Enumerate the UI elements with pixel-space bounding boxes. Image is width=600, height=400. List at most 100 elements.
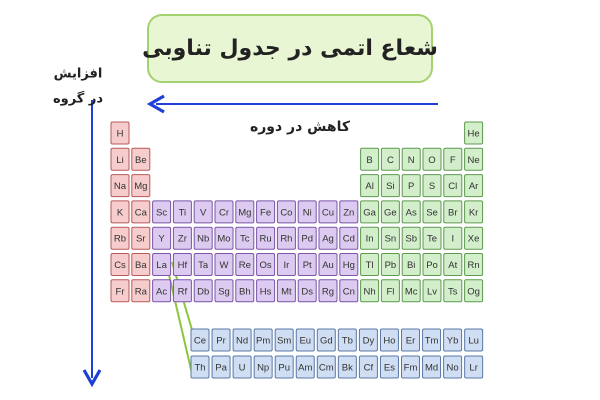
element-symbol: Nd	[236, 336, 248, 347]
element-cell	[235, 226, 255, 250]
period-label: کاهش در دوره	[250, 119, 351, 135]
element-symbol: Sm	[277, 336, 291, 347]
element-symbol: Og	[467, 286, 480, 297]
element-cell	[214, 279, 234, 303]
element-cell	[339, 200, 359, 224]
element-cell	[110, 147, 130, 171]
element-cell	[214, 253, 234, 276]
element-symbol: Pb	[385, 260, 397, 271]
element-symbol: Mc	[405, 286, 418, 297]
element-symbol: Sb	[405, 234, 417, 245]
element-cell	[295, 355, 315, 379]
element-symbol: Ba	[135, 260, 147, 271]
element-cell	[443, 147, 463, 171]
element-symbol: Ta	[198, 260, 209, 271]
element-cell	[464, 147, 484, 171]
element-symbol: Tm	[425, 336, 439, 347]
element-symbol: Ra	[135, 286, 148, 297]
element-symbol: W	[220, 260, 229, 271]
element-symbol: Be	[135, 155, 147, 166]
element-symbol: Os	[260, 260, 272, 271]
element-symbol: B	[366, 155, 372, 166]
element-symbol: Lv	[427, 286, 437, 297]
element-cell	[379, 355, 399, 379]
element-cell	[401, 328, 420, 352]
element-cell	[380, 174, 400, 198]
element-symbol: Ds	[301, 286, 313, 297]
element-cell	[339, 226, 359, 250]
element-cell	[401, 253, 421, 276]
element-cell	[256, 279, 276, 303]
element-cell	[110, 279, 130, 303]
element-cell	[360, 174, 380, 198]
element-symbol: Es	[384, 363, 395, 374]
element-cell	[443, 174, 463, 198]
element-symbol: Pr	[216, 336, 226, 347]
element-symbol: Tc	[240, 234, 250, 245]
element-symbol: Fr	[116, 286, 125, 297]
element-cell	[232, 328, 252, 352]
element-symbol: H	[117, 129, 124, 140]
element-cell	[337, 328, 357, 352]
element-symbol: Ru	[260, 234, 272, 245]
element-cell	[422, 279, 442, 303]
element-symbol: Bi	[407, 260, 415, 271]
element-symbol: Eu	[299, 336, 311, 347]
element-symbol: Cr	[219, 207, 229, 218]
element-symbol: Cs	[114, 260, 126, 271]
element-cell	[443, 200, 463, 224]
element-symbol: Kr	[469, 207, 479, 218]
element-cell	[232, 355, 252, 379]
element-cell	[318, 200, 338, 224]
element-symbol: Tl	[366, 260, 374, 271]
element-symbol: Fl	[386, 286, 394, 297]
element-symbol: Br	[448, 207, 458, 218]
element-symbol: Sn	[385, 234, 397, 245]
element-symbol: Ho	[383, 336, 395, 347]
element-symbol: Mg	[134, 181, 147, 192]
element-symbol: Ce	[194, 336, 206, 347]
element-cell	[110, 174, 130, 198]
title: شعاع اتمی در جدول تناوبی	[142, 36, 438, 61]
element-cell	[152, 200, 172, 224]
element-symbol: Pa	[215, 363, 227, 374]
element-symbol: Cl	[448, 181, 457, 192]
element-symbol: Te	[427, 234, 437, 245]
element-symbol: Lr	[469, 363, 477, 374]
element-cell	[360, 226, 380, 250]
element-symbol: V	[200, 207, 207, 218]
element-cell	[360, 200, 380, 224]
element-cell	[276, 253, 296, 276]
element-cell	[380, 200, 400, 224]
element-cell	[276, 200, 296, 224]
element-symbol: Tb	[342, 336, 353, 347]
element-cell	[211, 328, 231, 352]
element-cell	[235, 200, 255, 224]
element-cell	[443, 355, 463, 379]
element-symbol: I	[451, 234, 454, 245]
element-symbol: In	[366, 234, 374, 245]
element-symbol: Se	[426, 207, 438, 218]
element-symbol: C	[387, 155, 394, 166]
element-cell	[360, 147, 380, 171]
element-symbol: Re	[239, 260, 251, 271]
element-cell	[358, 328, 378, 352]
element-cell	[190, 328, 210, 352]
element-cell	[380, 279, 400, 303]
element-cell	[316, 355, 336, 379]
element-symbol: Xe	[468, 234, 480, 245]
element-symbol: Ts	[448, 286, 458, 297]
element-cell	[235, 279, 255, 303]
element-symbol: Ac	[156, 286, 167, 297]
element-cell	[131, 147, 151, 171]
element-cell	[318, 226, 338, 250]
element-symbol: P	[408, 181, 414, 192]
element-symbol: Bh	[239, 286, 251, 297]
element-cell	[190, 355, 210, 379]
element-symbol: Ga	[363, 207, 376, 218]
element-symbol: Hs	[260, 286, 272, 297]
element-symbol: Co	[280, 207, 292, 218]
element-symbol: Rg	[322, 286, 334, 297]
